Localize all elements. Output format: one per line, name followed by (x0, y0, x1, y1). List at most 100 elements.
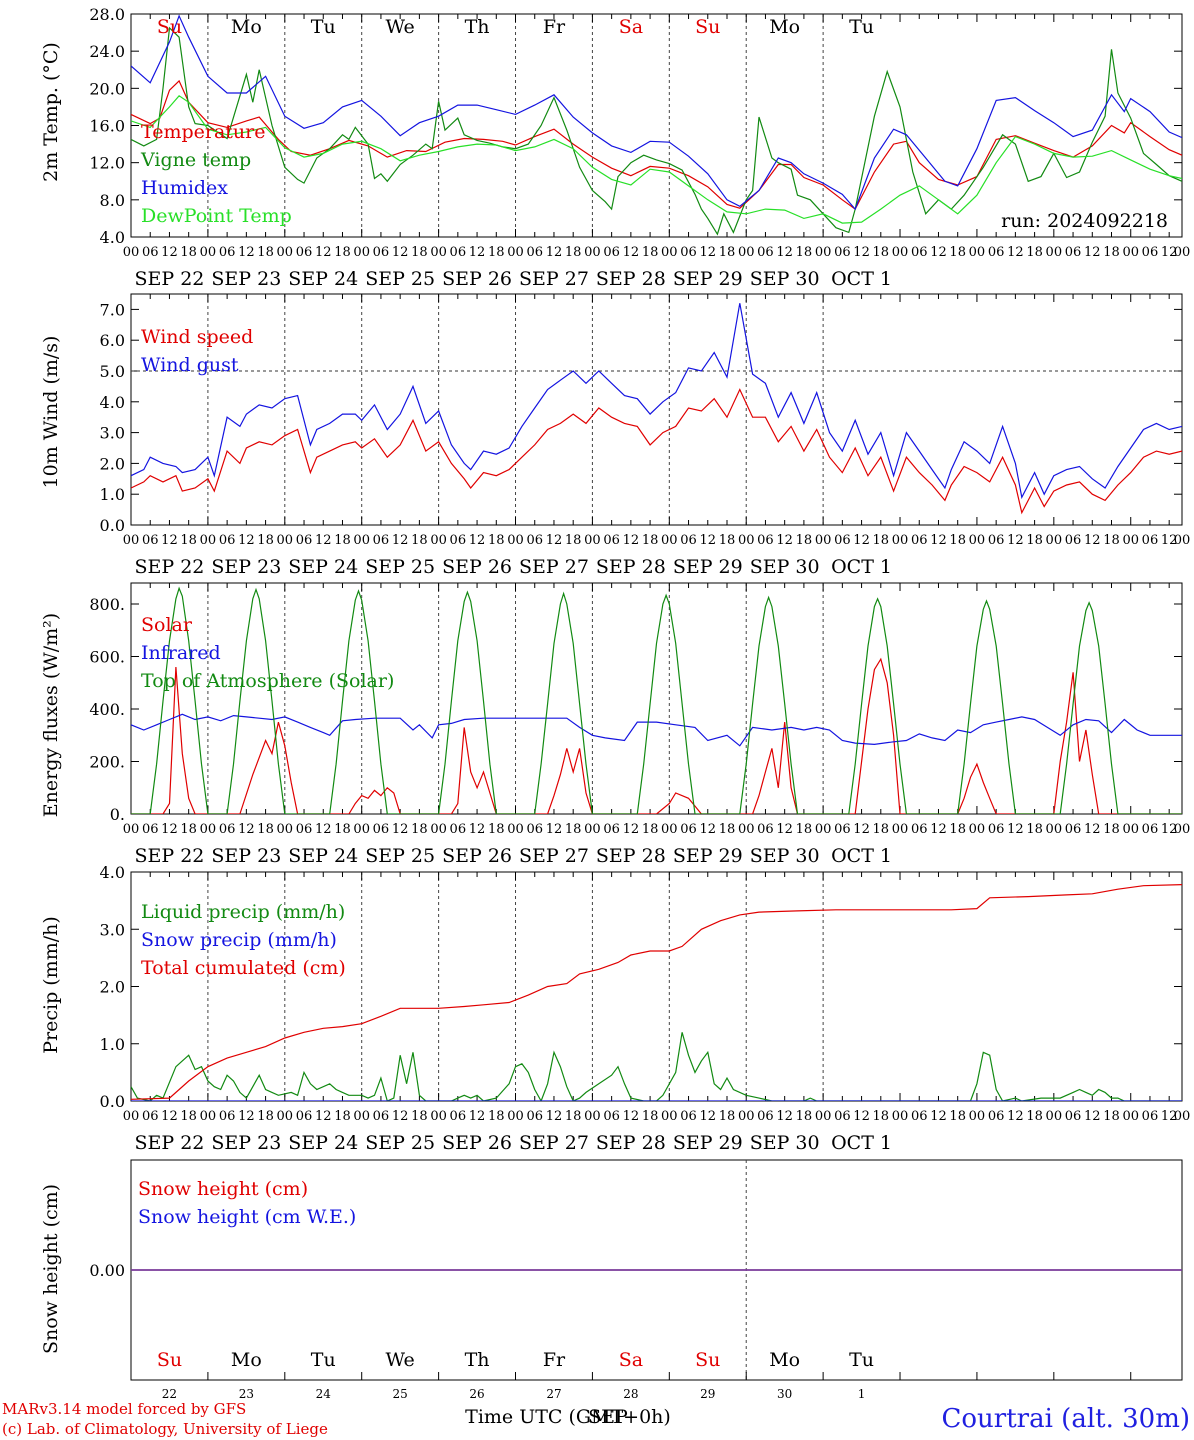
hour-label: 12 (776, 533, 793, 548)
hour-label: 18 (642, 822, 659, 837)
date-label: SEP 28 (596, 556, 666, 578)
hour-label: 00 (123, 1109, 140, 1124)
hour-label: 06 (526, 1109, 543, 1124)
hour-label: 18 (488, 1109, 505, 1124)
hour-label: 00 (1122, 1109, 1139, 1124)
weekday-label-top: We (386, 16, 415, 38)
hour-label: 18 (565, 822, 582, 837)
y-axis-label: Energy fluxes (W/m²) (40, 613, 62, 817)
date-label: SEP 29 (673, 1132, 743, 1154)
date-label: SEP 27 (519, 268, 589, 290)
hour-label: 00 (738, 822, 755, 837)
hour-label: 18 (949, 822, 966, 837)
hour-label: 06 (680, 245, 697, 260)
hour-label: 06 (373, 1109, 390, 1124)
hour-label: 06 (680, 822, 697, 837)
hour-label: 12 (853, 822, 870, 837)
hour-label: 12 (1007, 822, 1024, 837)
hour-label: 12 (546, 245, 563, 260)
hour-label: 18 (642, 245, 659, 260)
hour-label: 18 (180, 1109, 197, 1124)
hour-label: 18 (873, 533, 890, 548)
date-label: SEP 26 (442, 268, 512, 290)
hour-label: 18 (565, 1109, 582, 1124)
hour-label: 06 (450, 245, 467, 260)
hour-label: 12 (1007, 533, 1024, 548)
day-number: 30 (777, 1387, 792, 1401)
panel-1 (130, 13, 1183, 238)
hour-label: 00 (892, 533, 909, 548)
hour-label: 06 (988, 822, 1005, 837)
hour-label: 06 (1065, 533, 1082, 548)
panel-2 (130, 293, 1183, 526)
legend-total-cumulated-cm: Total cumulated (cm) (141, 957, 346, 979)
hour-label: 06 (219, 245, 236, 260)
y-tick-label: 4.0 (100, 228, 125, 247)
date-label: SEP 30 (750, 556, 820, 578)
hour-label: 06 (219, 1109, 236, 1124)
legend-humidex: Humidex (141, 177, 228, 199)
hour-label: 00 (430, 245, 447, 260)
hour-label: 06 (142, 1109, 159, 1124)
hour-label: 18 (1026, 1109, 1043, 1124)
y-axis-label: Precip (mm/h) (40, 916, 62, 1054)
weekday-label-top: Th (465, 16, 490, 38)
hour-label: 00 (353, 1109, 370, 1124)
weekday-label-bottom: Su (157, 1349, 182, 1371)
y-tick-label: 2.0 (100, 978, 125, 997)
y-tick-label: 16.0 (89, 117, 125, 136)
hour-label: 12 (161, 822, 178, 837)
footer-overlap-label: SEP (588, 1406, 628, 1428)
hour-label: 18 (796, 533, 813, 548)
y-tick-label: 3.0 (100, 920, 125, 939)
date-label: SEP 30 (750, 1132, 820, 1154)
date-label: SEP 25 (365, 845, 435, 867)
hour-label: 00 (969, 822, 986, 837)
series-line-infrared (131, 713, 1182, 747)
hour-label: 00 (200, 822, 217, 837)
hour-label: 18 (1026, 822, 1043, 837)
hour-label: 06 (911, 822, 928, 837)
hour-label: 06 (680, 533, 697, 548)
hour-label: 12 (1084, 245, 1101, 260)
hour-label: 00 (1046, 533, 1063, 548)
date-label: SEP 22 (135, 556, 205, 578)
hour-label: 12 (315, 533, 332, 548)
hour-label: 06 (680, 1109, 697, 1124)
hour-label: 18 (873, 245, 890, 260)
hour-label: 00 (661, 533, 678, 548)
weekday-label-top: Tu (311, 16, 336, 38)
footer-credit-line1: MARv3.14 model forced by GFS (2, 1400, 246, 1418)
date-label: OCT 1 (831, 556, 892, 578)
panel-frame (130, 13, 1183, 238)
hour-label: 06 (757, 1109, 774, 1124)
hour-label: 00 (738, 1109, 755, 1124)
hour-label: 12 (1161, 822, 1178, 837)
hour-label: 12 (161, 245, 178, 260)
date-label: SEP 25 (365, 1132, 435, 1154)
hour-label: 00 (200, 245, 217, 260)
y-tick-label: 7.0 (100, 300, 125, 319)
hour-label: 12 (546, 533, 563, 548)
hour-label: 00 (277, 1109, 294, 1124)
legend-temperature: Temperature (141, 121, 265, 143)
weekday-label-bottom: Mo (231, 1349, 262, 1371)
legend-vigne-temp: Vigne temp (140, 149, 251, 171)
hour-label: 06 (219, 533, 236, 548)
y-tick-label: 1.0 (100, 1035, 125, 1054)
weekday-label-bottom: We (386, 1349, 415, 1371)
hour-label: 00 (661, 245, 678, 260)
hour-label: 00 (507, 533, 524, 548)
hour-label: 18 (719, 822, 736, 837)
date-label: SEP 26 (442, 845, 512, 867)
hour-label: 00 (353, 245, 370, 260)
series-line-temperature (131, 79, 1182, 210)
hour-label: 12 (315, 245, 332, 260)
hour-label: 12 (238, 245, 255, 260)
weekday-label-bottom: Tu (849, 1349, 874, 1371)
hour-label: 06 (757, 245, 774, 260)
hour-label: 00 (507, 822, 524, 837)
date-label: SEP 24 (288, 1132, 358, 1154)
weekday-label-top: Su (157, 16, 182, 38)
